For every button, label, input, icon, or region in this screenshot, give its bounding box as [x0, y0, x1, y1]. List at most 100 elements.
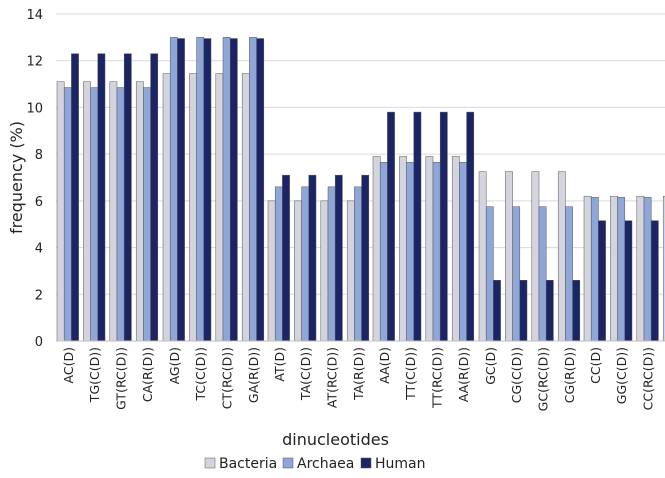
bar-human [361, 174, 370, 342]
x-tick-label: CG(R(D)) [562, 347, 577, 403]
bar-human [545, 280, 554, 342]
bar-bacteria [267, 200, 276, 342]
x-tick-label: GA(R(D)) [246, 347, 261, 403]
bar-archaea [143, 87, 151, 342]
y-tick-label: 12 [26, 55, 43, 70]
bars [56, 37, 665, 342]
bar-bacteria [346, 200, 355, 342]
bar-archaea [63, 87, 72, 342]
bar-human [519, 280, 528, 342]
bar-human [203, 38, 212, 342]
bar-human [598, 220, 606, 342]
bar-human [282, 174, 290, 342]
bar-archaea [274, 186, 283, 342]
bar-bacteria [215, 73, 224, 342]
bar-bacteria [662, 195, 665, 342]
bar-archaea [249, 37, 257, 342]
legend-swatch-archaea [282, 457, 294, 469]
bar-archaea [643, 197, 652, 342]
x-tick-label: TT(RC(D)) [430, 347, 445, 409]
bar-human [308, 174, 317, 342]
bar-human [493, 280, 501, 342]
x-tick-label: CC(D) [588, 347, 603, 384]
bar-bacteria [583, 195, 592, 342]
legend-label-archaea: Archaea [297, 456, 354, 472]
bar-human [624, 220, 633, 342]
x-tick-label: GG(C(D)) [614, 347, 629, 404]
bar-archaea [354, 186, 362, 342]
bar-human [229, 38, 238, 342]
y-tick-labels: 0 2 4 6 8 10 12 14 [26, 8, 43, 350]
bar-human [572, 280, 581, 342]
legend-swatch-human [360, 457, 372, 469]
x-tick-label: CG(C(D)) [509, 347, 524, 403]
bar-archaea [90, 87, 99, 342]
legend-label-human: Human [375, 456, 426, 472]
bar-archaea [590, 197, 599, 342]
bar-archaea [459, 162, 467, 342]
bar-bacteria [505, 171, 513, 342]
bar-archaea [222, 37, 231, 342]
x-tick-label: GC(RC(D)) [536, 347, 551, 411]
bar-bacteria [425, 156, 434, 342]
x-tick-label: CC(RC(D)) [641, 347, 656, 410]
legend-swatch-bacteria [204, 457, 216, 469]
x-axis-title: dinucleotides [282, 430, 389, 449]
bar-bacteria [399, 156, 407, 342]
bar-bacteria [531, 171, 540, 342]
x-tick-label: TA(C(D)) [298, 347, 313, 401]
legend: Bacteria Archaea Human [204, 456, 426, 472]
bar-human [387, 111, 395, 342]
bar-bacteria [557, 171, 566, 342]
x-tick-label: GC(D) [483, 347, 498, 385]
bar-bacteria [135, 81, 144, 342]
bar-bacteria [241, 73, 250, 342]
x-tick-label: AT(RC(D)) [325, 347, 340, 408]
x-tick-label: AA(R(D)) [456, 347, 471, 402]
legend-label-bacteria: Bacteria [219, 456, 277, 472]
bar-archaea [327, 186, 336, 342]
bar-archaea [432, 162, 441, 342]
bar-human [650, 220, 659, 342]
x-tick-label: CT(RC(D)) [220, 347, 235, 409]
bar-bacteria [320, 200, 329, 342]
y-tick-label: 2 [35, 288, 43, 303]
x-tick-label: AT(D) [272, 347, 287, 382]
bar-archaea [169, 37, 178, 342]
y-tick-label: 8 [35, 148, 43, 163]
y-tick-label: 0 [35, 335, 43, 350]
bar-human [150, 53, 159, 342]
bar-human [334, 174, 343, 342]
x-tick-labels: AC(D) TG(C(D)) GT(RC(D)) CA(R(D)) AG(D) TC(C(… [61, 347, 656, 411]
bar-bacteria [451, 156, 460, 342]
bar-archaea [196, 37, 205, 342]
bar-archaea [116, 87, 125, 342]
x-tick-label: CA(R(D)) [140, 347, 155, 402]
bar-bacteria [189, 73, 197, 342]
bar-bacteria [294, 200, 302, 342]
bar-bacteria [478, 171, 487, 342]
bar-human [123, 53, 132, 342]
x-tick-label: AA(D) [377, 347, 392, 384]
y-tick-label: 6 [35, 195, 43, 210]
y-tick-label: 10 [26, 101, 43, 116]
bar-human [177, 38, 185, 342]
x-tick-label: TA(R(D)) [351, 347, 366, 401]
bar-bacteria [636, 195, 645, 342]
bar-archaea [406, 162, 415, 342]
bar-archaea [485, 206, 494, 342]
bar-bacteria [610, 195, 618, 342]
bar-human [97, 53, 106, 342]
bar-archaea [512, 206, 521, 342]
bar-human [71, 53, 79, 342]
y-axis-title: frequency (%) [7, 121, 26, 234]
bar-bacteria [109, 81, 118, 342]
bar-human [256, 38, 265, 342]
x-tick-label: GT(RC(D)) [114, 347, 129, 410]
bar-bacteria [83, 81, 91, 342]
bar-archaea [379, 162, 388, 342]
bar-human [439, 111, 448, 342]
bar-archaea [565, 206, 573, 342]
x-tick-label: TC(C(D)) [193, 347, 208, 402]
